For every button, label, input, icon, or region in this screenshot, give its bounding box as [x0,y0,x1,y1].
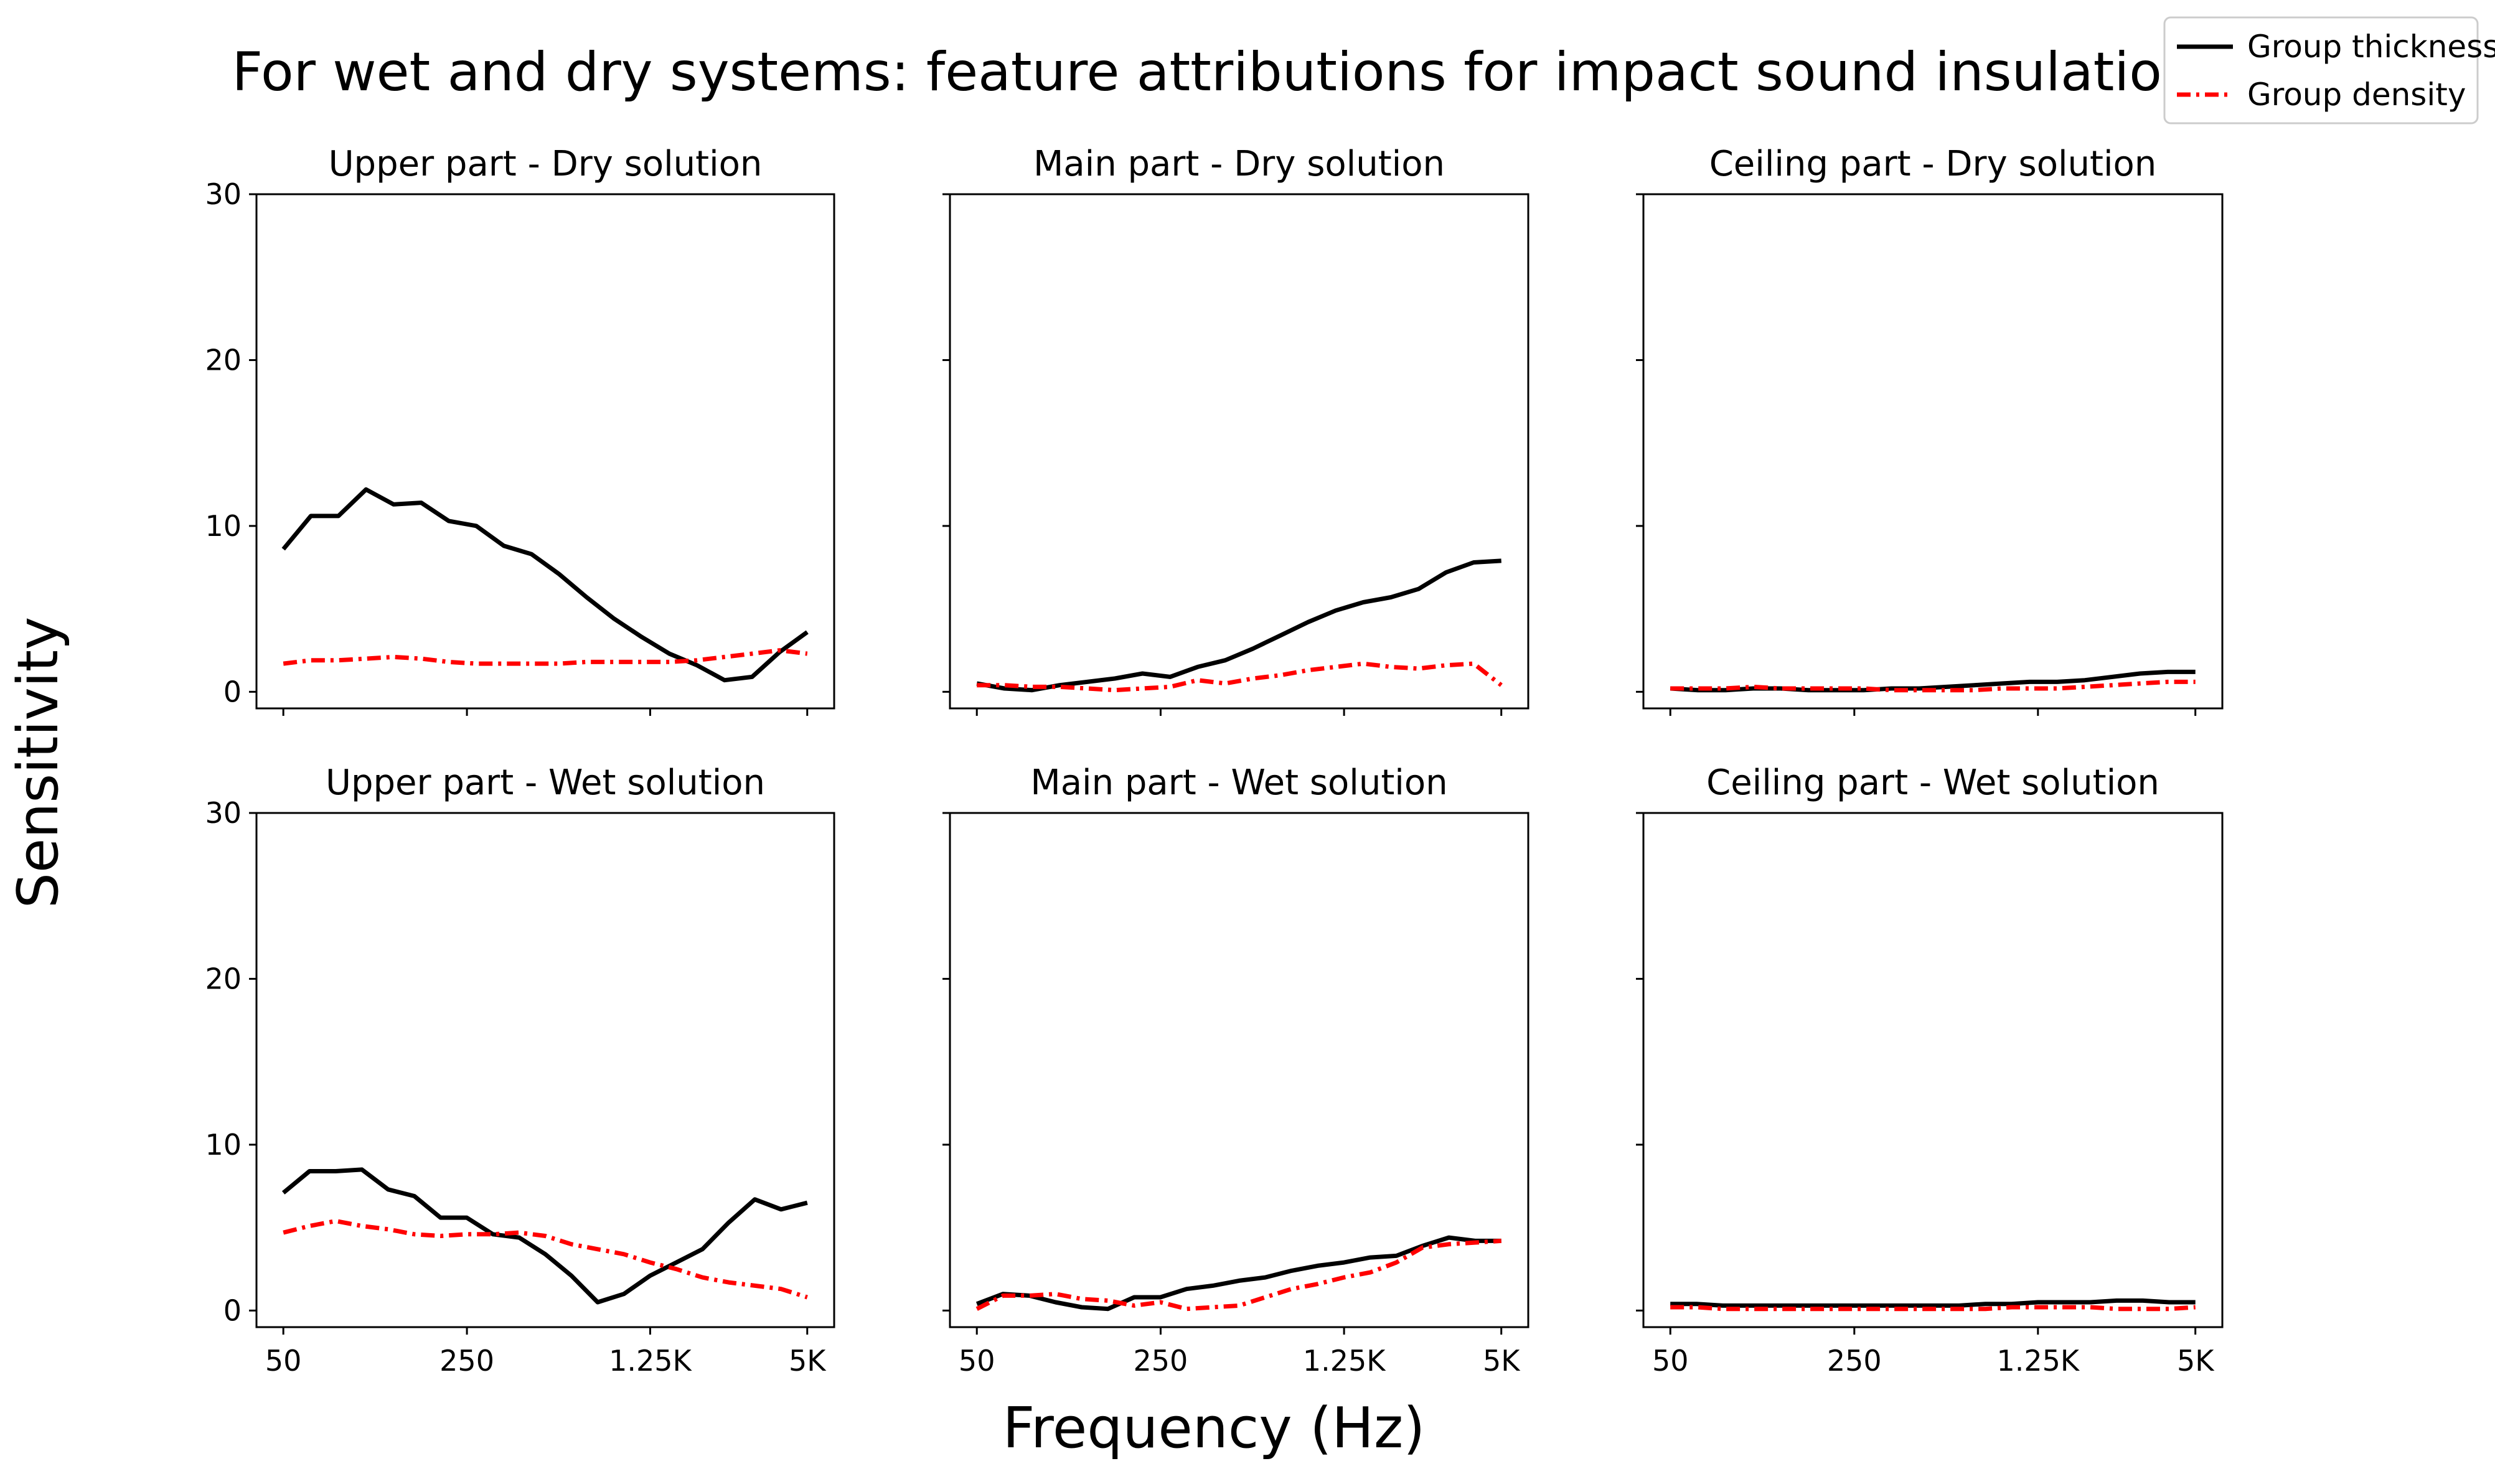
subplot-title: Main part - Wet solution [1030,763,1447,803]
subplot-title: Upper part - Dry solution [329,144,763,184]
x-tick-label: 50 [265,1344,302,1378]
series-line-thickness [1670,1298,2196,1308]
subplot-6: Ceiling part - Wet solution 50 250 1.25K 5K [1636,763,2224,1378]
legend-label-thickness: Group thickness [2247,29,2495,65]
subplot-title: Upper part - Wet solution [326,763,765,803]
plot-frame [255,193,835,710]
series-line-density [975,1238,1501,1312]
x-tick-label: 5K [789,1344,827,1378]
subplot-title: Ceiling part - Wet solution [1706,763,2159,803]
y-tick-label: 30 [205,177,242,211]
y-tick-label: 0 [223,675,242,708]
y-tick-label: 30 [205,796,242,830]
legend-frame [2163,16,2479,124]
x-tick-label: 250 [1134,1344,1188,1378]
subplot-5: Main part - Wet solution 50 250 1.25K 5K [942,763,1529,1378]
x-tick-label: 250 [439,1344,494,1378]
x-tick-label: 50 [1652,1344,1689,1378]
figure-title: For wet and dry systems: feature attribu… [232,41,2196,103]
x-tick-label: 1.25K [1303,1344,1386,1378]
x-axis-label: Frequency (Hz) [1003,1396,1426,1461]
series-line-density [977,661,1503,693]
plot-frame [949,193,1529,710]
x-tick-label: 5K [2177,1344,2215,1378]
series-line-thickness [281,1167,808,1305]
series-line-thickness [976,558,1501,693]
plot-frame [1642,193,2224,710]
subplot-grid: Upper part - Dry solution 0 10 20 30 Main par… [205,144,2224,1378]
series-line-thickness [975,1235,1501,1312]
subplot-4: Upper part - Wet solution 0 10 20 30 50 250 1.2… [205,763,835,1378]
legend: Group thickness Group density [2163,16,2495,124]
legend-label-density: Group density [2247,77,2466,113]
series-line-density [1670,1305,2196,1312]
series-line-density [283,1219,808,1300]
subplot-3: Ceiling part - Dry solution [1636,144,2224,716]
x-tick-label: 250 [1827,1344,1882,1378]
x-tick-label: 1.25K [609,1344,692,1378]
y-tick-label: 10 [205,509,242,543]
y-tick-label: 20 [205,343,242,377]
plot-frame [949,812,1529,1328]
y-tick-label: 10 [205,1128,242,1162]
subplot-title: Ceiling part - Dry solution [1709,144,2157,184]
subplot-2: Main part - Dry solution [942,144,1529,716]
y-tick-label: 20 [205,962,242,995]
y-axis-label: Sensitivity [6,617,71,909]
series-line-thickness [281,487,809,683]
subplot-1: Upper part - Dry solution 0 10 20 30 [205,144,835,716]
plot-frame [1642,812,2224,1328]
x-tick-label: 50 [959,1344,995,1378]
x-tick-label: 1.25K [1996,1344,2080,1378]
series-line-density [283,648,808,666]
series-line-density [1670,679,2196,693]
y-tick-label: 0 [223,1294,242,1327]
plot-frame [255,812,835,1328]
subplot-title: Main part - Dry solution [1033,144,1445,184]
x-tick-label: 5K [1483,1344,1521,1378]
